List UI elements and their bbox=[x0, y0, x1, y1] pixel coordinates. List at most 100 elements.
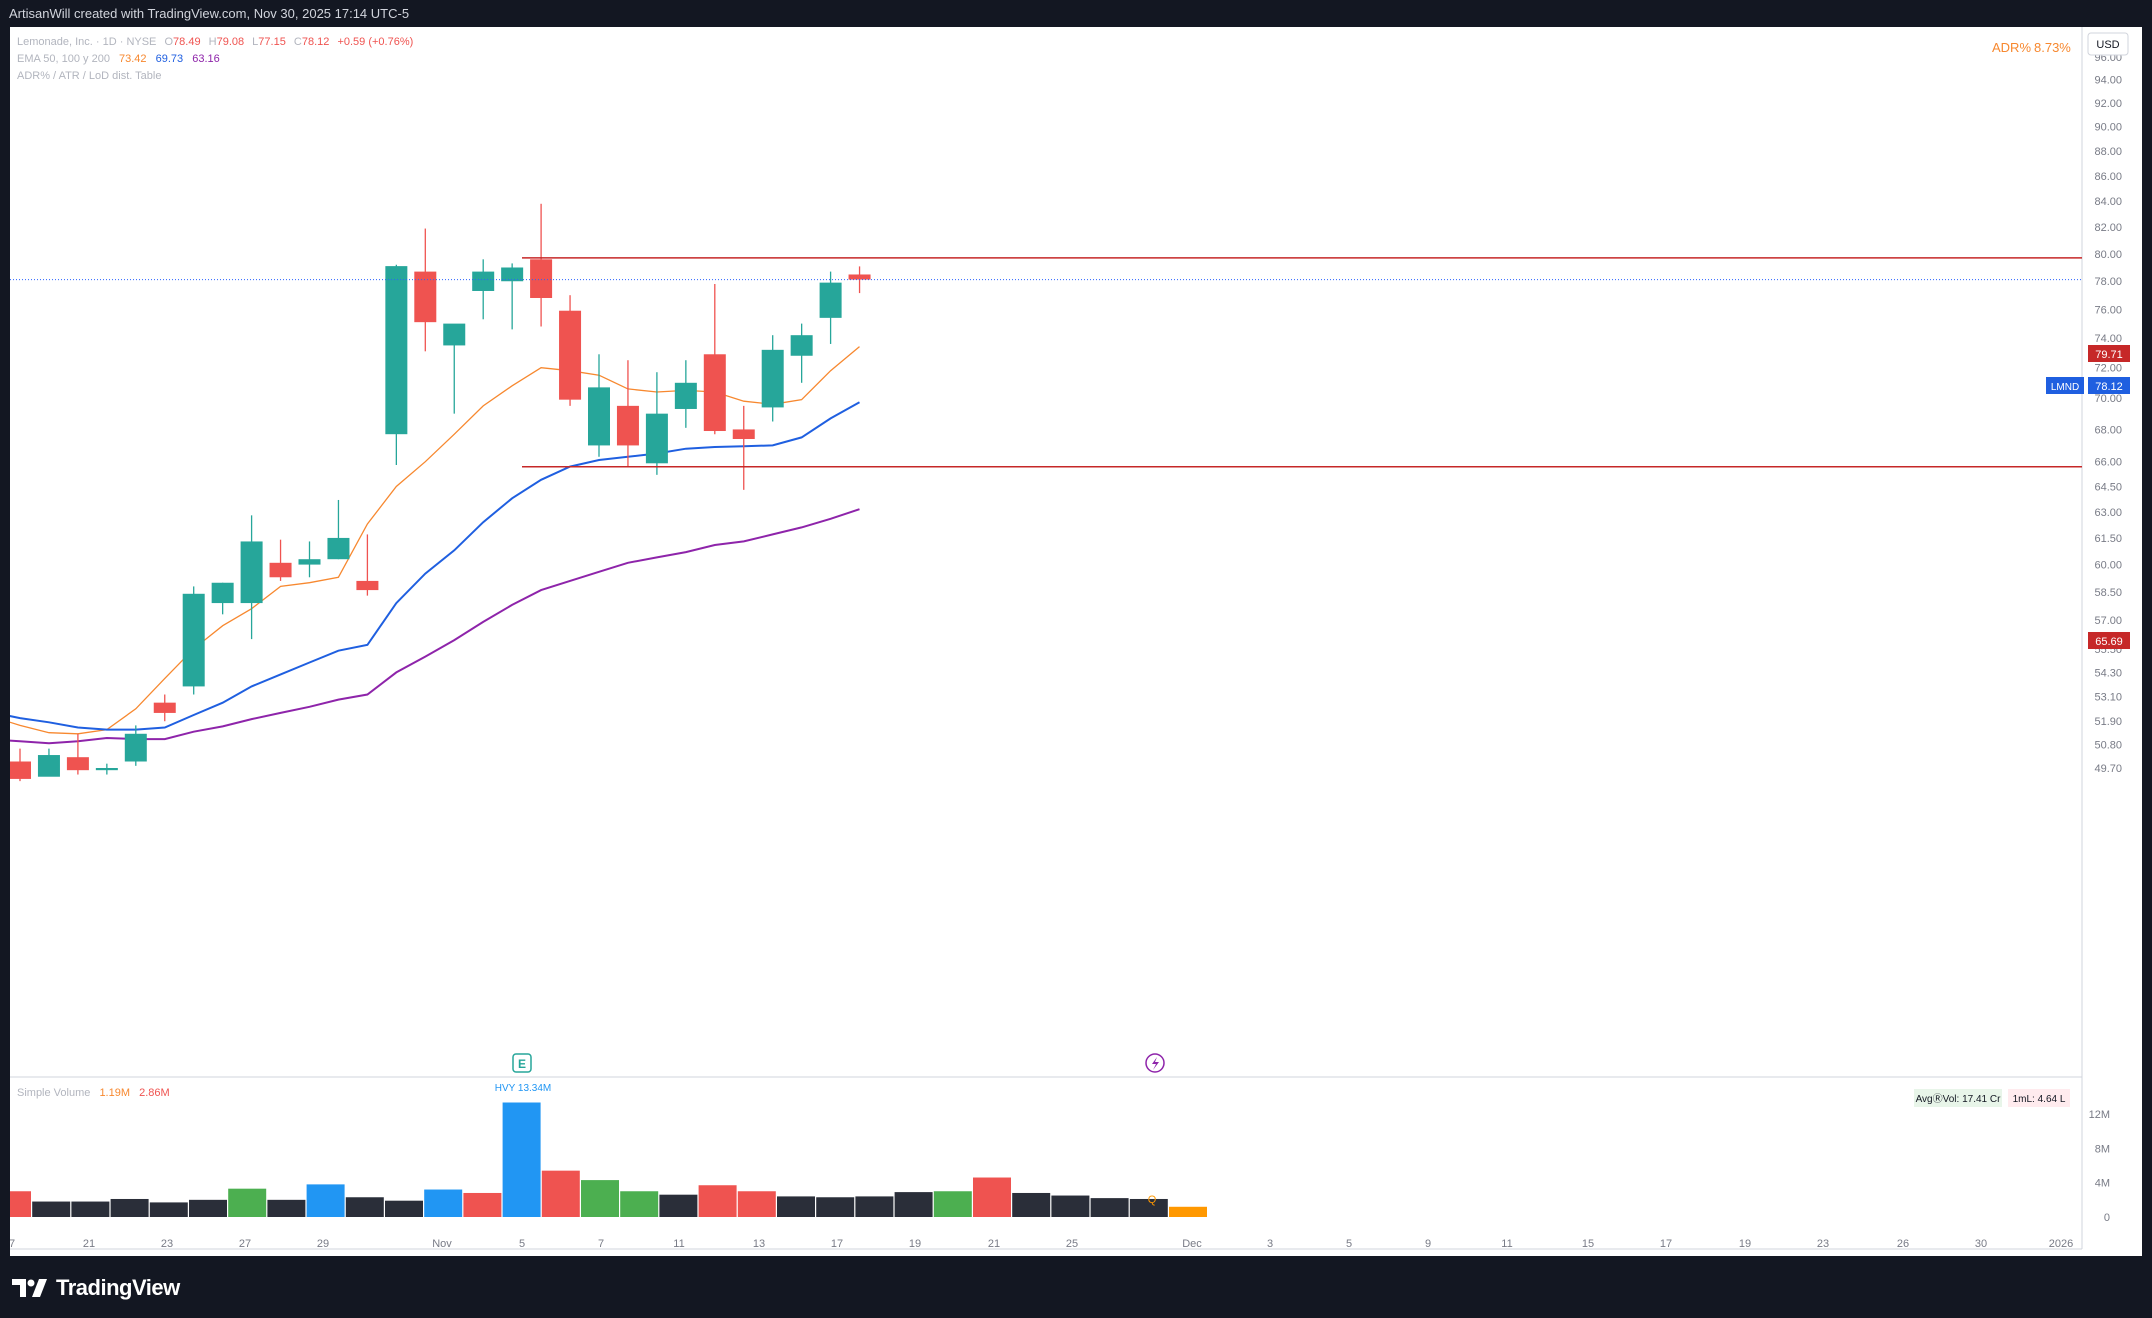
price-tick-label: 60.00 bbox=[2094, 560, 2122, 572]
candle bbox=[472, 259, 495, 320]
volume-bar bbox=[1051, 1195, 1090, 1217]
hvy-label: HVY 13.34M bbox=[495, 1083, 552, 1094]
candle-body bbox=[66, 757, 89, 771]
time-tick-label: Nov bbox=[432, 1238, 452, 1250]
candle-body bbox=[211, 582, 234, 604]
candle bbox=[790, 323, 813, 383]
candle-body bbox=[645, 413, 668, 464]
tradingview-logo[interactable]: TradingView bbox=[12, 1275, 180, 1301]
volume-bar bbox=[502, 1102, 541, 1217]
earnings-marker[interactable]: E bbox=[512, 1053, 532, 1073]
time-tick-label: 26 bbox=[1897, 1238, 1909, 1250]
symbol-title: Lemonade, Inc. · 1D · NYSE bbox=[17, 36, 156, 48]
tradingview-icon bbox=[12, 1279, 47, 1297]
currency-button[interactable] bbox=[2087, 32, 2129, 56]
price-tick-label: 92.00 bbox=[2094, 98, 2122, 110]
candle bbox=[182, 586, 205, 695]
time-tick-label: Dec bbox=[1182, 1238, 1202, 1250]
table-legend: ADR% / ATR / LoD dist. Table bbox=[17, 70, 161, 82]
resistance-price-tag: 79.71 bbox=[2088, 345, 2130, 362]
ticker-price-tag: LMND 78.12 bbox=[2046, 377, 2130, 394]
price-tick-label: 78.00 bbox=[2094, 276, 2122, 288]
time-tick-label: 7 bbox=[598, 1238, 604, 1250]
price-tick-label: 51.90 bbox=[2094, 716, 2122, 728]
time-tick-label: 17 bbox=[831, 1238, 843, 1250]
chart-canvas[interactable]: 96.0094.0092.0090.0088.0086.0084.0082.00… bbox=[0, 27, 2142, 1256]
price-tick-label: 88.00 bbox=[2094, 146, 2122, 158]
bottom-bar bbox=[0, 1256, 2152, 1318]
volume-bar bbox=[1129, 1198, 1168, 1217]
candle-body bbox=[269, 562, 292, 578]
time-tick-label: 7 bbox=[10, 1238, 15, 1250]
support-price-tag: 65.69 bbox=[2088, 632, 2130, 649]
volume-bar bbox=[581, 1180, 619, 1217]
candle-body bbox=[588, 387, 610, 446]
price-tick-label: 70.00 bbox=[2094, 393, 2122, 405]
candle bbox=[37, 748, 60, 777]
candle bbox=[761, 335, 784, 422]
price-tick-label: 94.00 bbox=[2094, 75, 2122, 87]
candle bbox=[95, 763, 118, 775]
svg-text:LMND: LMND bbox=[2051, 382, 2079, 393]
candle-body bbox=[95, 768, 118, 771]
adr-value: 8.73% bbox=[2034, 40, 2071, 55]
ema-legend: EMA 50, 100 y 200 73.42 69.73 63.16 bbox=[17, 53, 220, 65]
time-tick-label: 29 bbox=[317, 1238, 329, 1250]
svg-text:79.71: 79.71 bbox=[2095, 349, 2123, 361]
candle bbox=[153, 694, 176, 722]
price-tick-label: 84.00 bbox=[2094, 196, 2122, 208]
candle bbox=[588, 354, 610, 457]
volume-axis: 12M 8M 4M 0 bbox=[2089, 1109, 2110, 1224]
svg-text:78.12: 78.12 bbox=[2095, 381, 2123, 393]
volume-tick-label: 12M bbox=[2089, 1109, 2110, 1121]
top-bar: ArtisanWill created with TradingView.com… bbox=[0, 0, 2152, 27]
candle bbox=[616, 360, 639, 467]
candle-body bbox=[790, 335, 813, 356]
time-tick-label: 15 bbox=[1582, 1238, 1594, 1250]
candle-body bbox=[819, 282, 842, 318]
price-tick-label: 57.00 bbox=[2094, 615, 2122, 627]
brand-name: TradingView bbox=[56, 1275, 180, 1300]
time-tick-label: 5 bbox=[1346, 1238, 1352, 1250]
price-axis[interactable]: 96.0094.0092.0090.0088.0086.0084.0082.00… bbox=[2094, 52, 2122, 775]
candle-body bbox=[703, 354, 726, 432]
time-tick-label: 23 bbox=[161, 1238, 173, 1250]
price-tick-label: 64.50 bbox=[2094, 481, 2122, 493]
price-tick-label: 72.00 bbox=[2094, 363, 2122, 375]
candle bbox=[211, 582, 234, 615]
volume-bar bbox=[228, 1188, 267, 1217]
price-tick-label: 68.00 bbox=[2094, 424, 2122, 436]
avg-vol-text: AvgⓇVol: 17.41 Cr bbox=[1916, 1093, 2002, 1105]
volume-bar bbox=[267, 1199, 306, 1217]
chart-attribution: ArtisanWill created with TradingView.com… bbox=[9, 6, 410, 21]
time-tick-label: 11 bbox=[673, 1238, 684, 1250]
adr-label: ADR% bbox=[1992, 40, 2031, 55]
candle bbox=[674, 360, 697, 428]
candle-body bbox=[153, 702, 176, 713]
time-tick-label: 17 bbox=[1660, 1238, 1672, 1250]
candle-body bbox=[616, 405, 639, 446]
volume-bar bbox=[149, 1202, 188, 1217]
volume-bar bbox=[1012, 1192, 1051, 1217]
time-axis[interactable]: 7 21 23 27 29 Nov 5 7 11 13 17 19 21 25 Dec 3 5 9 11 15 17 19… bbox=[9, 1238, 2073, 1250]
candle bbox=[732, 405, 755, 490]
candle-body bbox=[761, 349, 784, 408]
time-tick-label: 23 bbox=[1817, 1238, 1829, 1250]
candle bbox=[443, 323, 466, 414]
volume-bar bbox=[973, 1177, 1011, 1217]
candle-body bbox=[182, 593, 205, 687]
candle-body bbox=[240, 541, 263, 604]
ema-lines bbox=[0, 346, 860, 745]
candle bbox=[66, 733, 89, 775]
volume-bar bbox=[541, 1170, 580, 1217]
candle bbox=[298, 541, 321, 578]
volume-bar bbox=[698, 1185, 737, 1217]
time-tick-label: 19 bbox=[1739, 1238, 1751, 1250]
dividend-icon[interactable] bbox=[1145, 1053, 1165, 1073]
volume-tick-label: 4M bbox=[2095, 1178, 2110, 1190]
chart-frame[interactable]: 96.00 94.00 92.00 90.00 88.00 86.00 84.00 82.00… bbox=[0, 27, 2142, 1256]
volume-bar bbox=[71, 1201, 110, 1217]
candle bbox=[703, 284, 726, 435]
candle-body bbox=[559, 310, 582, 400]
candles bbox=[9, 203, 871, 782]
